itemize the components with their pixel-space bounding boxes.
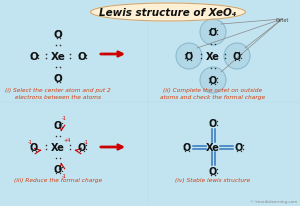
Text: O: O: [78, 142, 86, 152]
Text: O: O: [235, 142, 243, 152]
Text: -1: -1: [28, 140, 33, 145]
Text: O: O: [183, 142, 191, 152]
Text: -1: -1: [62, 116, 67, 121]
Text: -1: -1: [84, 140, 89, 145]
Circle shape: [200, 68, 226, 94]
Text: Xe: Xe: [51, 142, 65, 152]
Circle shape: [200, 20, 226, 46]
Text: O: O: [30, 52, 38, 62]
Text: (i) Select the center atom and put 2
electrons between the atoms: (i) Select the center atom and put 2 ele…: [5, 88, 111, 99]
Text: O: O: [54, 121, 62, 130]
Text: O: O: [209, 28, 217, 38]
Text: O: O: [209, 118, 217, 128]
Text: (ii) Complete the octet on outside
atoms and check the formal charge: (ii) Complete the octet on outside atoms…: [160, 88, 266, 99]
Text: -1: -1: [62, 174, 67, 179]
Text: O: O: [209, 166, 217, 176]
Text: (iv) Stable lewis structure: (iv) Stable lewis structure: [176, 177, 250, 182]
Text: O: O: [233, 52, 241, 62]
Text: Octet: Octet: [276, 18, 289, 23]
Text: Lewis structure of XeO₄: Lewis structure of XeO₄: [99, 8, 237, 18]
Text: (iii) Reduce the formal charge: (iii) Reduce the formal charge: [14, 177, 102, 182]
Ellipse shape: [91, 4, 245, 22]
Text: O: O: [54, 164, 62, 174]
Text: O: O: [78, 52, 86, 62]
Text: O: O: [54, 30, 62, 40]
Text: O: O: [209, 76, 217, 85]
Text: O: O: [30, 142, 38, 152]
Text: O: O: [185, 52, 193, 62]
Circle shape: [224, 44, 250, 70]
Text: © knordislearning.com: © knordislearning.com: [250, 199, 297, 203]
Circle shape: [176, 44, 202, 70]
Text: Xe: Xe: [51, 52, 65, 62]
Text: O: O: [54, 74, 62, 84]
Text: Xe: Xe: [206, 52, 220, 62]
Text: +4: +4: [63, 138, 70, 143]
Text: Xe: Xe: [206, 142, 220, 152]
